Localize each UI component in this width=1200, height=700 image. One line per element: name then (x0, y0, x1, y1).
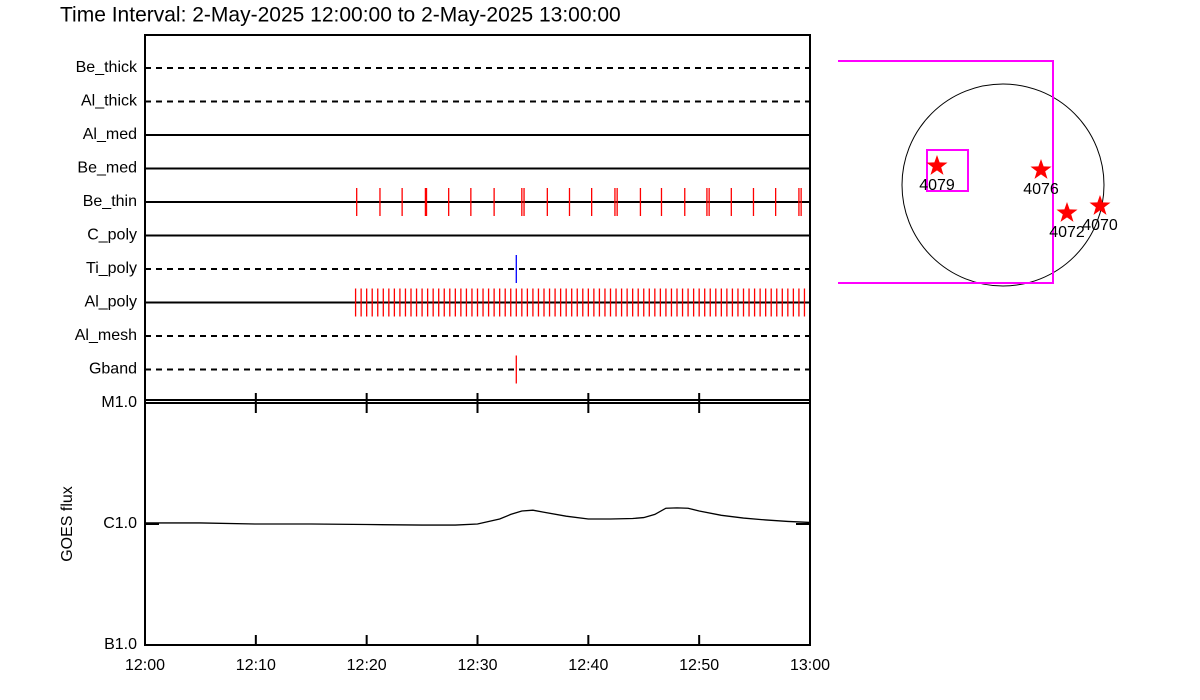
y-tick-label: C1.0 (103, 515, 137, 532)
region-star (1056, 202, 1078, 222)
region-star (926, 155, 948, 175)
y-tick-label: B1.0 (104, 636, 137, 653)
region-star (1089, 195, 1111, 215)
region-label: 4072 (1049, 224, 1085, 241)
row-label: Be_thick (76, 59, 138, 76)
region-label: 4079 (919, 177, 955, 194)
row-label: Al_thick (81, 93, 138, 110)
x-tick-label: 12:30 (457, 657, 497, 674)
row-label: Al_med (83, 126, 137, 143)
target-box (926, 149, 969, 192)
y-tick-label: M1.0 (101, 394, 137, 411)
region-label: 4076 (1023, 181, 1059, 198)
x-tick-label: 12:50 (679, 657, 719, 674)
row-label: Ti_poly (86, 260, 137, 277)
region-label: 4070 (1082, 217, 1118, 234)
x-tick-label: 12:10 (236, 657, 276, 674)
row-label: Be_med (77, 160, 137, 177)
x-tick-label: 12:40 (568, 657, 608, 674)
panel-frame (144, 34, 811, 401)
title: Time Interval: 2-May-2025 12:00:00 to 2-… (60, 4, 621, 27)
x-tick-label: 13:00 (790, 657, 830, 674)
y-axis-label: GOES flux (59, 486, 76, 562)
row-label: C_poly (87, 227, 137, 244)
solar-disk (901, 83, 1105, 287)
row-label: Al_poly (85, 294, 137, 311)
region-star (1030, 159, 1052, 179)
fov-box (838, 60, 1054, 284)
x-tick-label: 12:20 (347, 657, 387, 674)
goes-curve (145, 507, 811, 526)
row-label: Be_thin (83, 193, 137, 210)
x-tick-label: 12:00 (125, 657, 165, 674)
row-label: Al_mesh (75, 327, 137, 344)
row-label: Gband (89, 361, 137, 378)
